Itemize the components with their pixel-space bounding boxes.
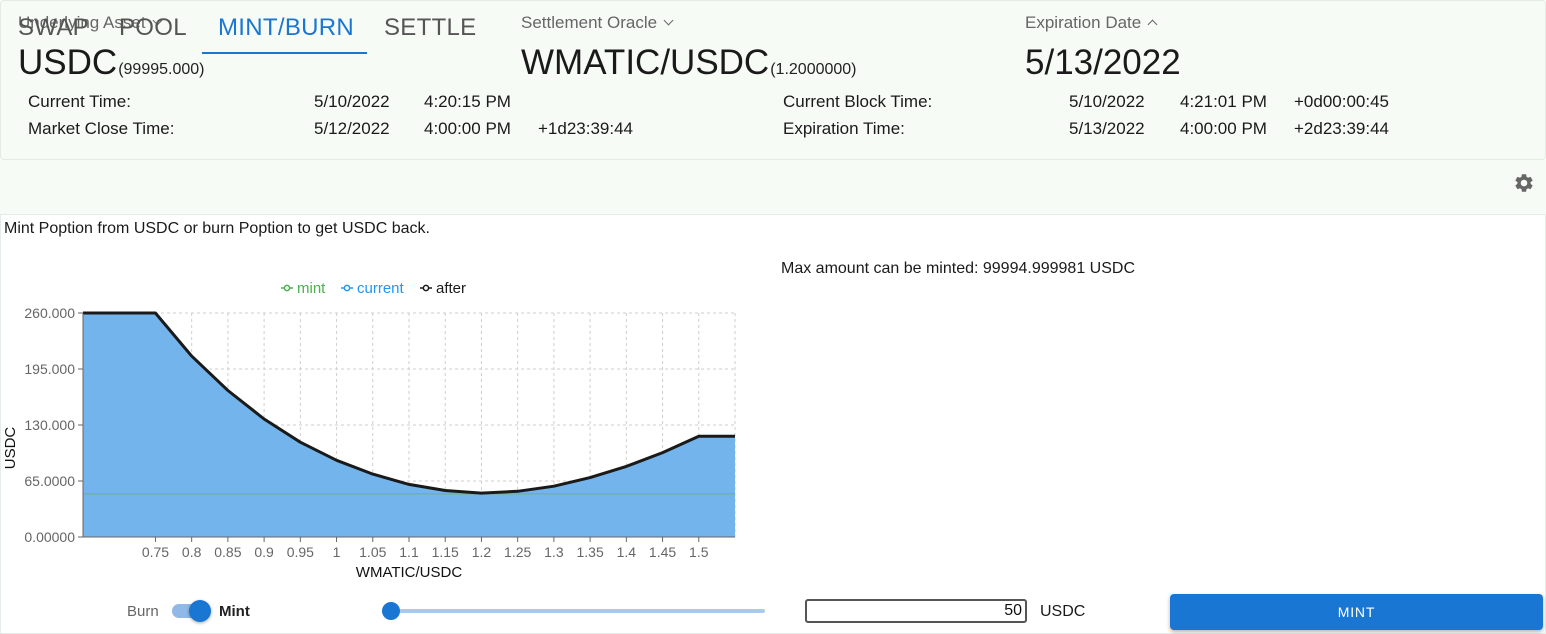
market-close-delta: +1d23:39:44 xyxy=(538,119,634,138)
y-tick-label: 0.00000 xyxy=(24,529,75,545)
tab-settle[interactable]: SETTLE xyxy=(384,14,477,41)
current-time-date: 5/10/2022 xyxy=(314,92,390,111)
current-time-label: Current Time: xyxy=(28,92,131,111)
y-tick-label: 260.000 xyxy=(24,305,75,321)
toggle-thumb xyxy=(189,600,211,622)
expiration-time-time: 4:00:00 PM xyxy=(1180,119,1267,138)
tab-mint-burn[interactable]: MINT/BURN xyxy=(218,14,355,41)
settlement-oracle-selector[interactable]: Settlement Oracle xyxy=(521,13,674,33)
oracle-price: (1.2000000) xyxy=(770,61,857,78)
payoff-chart: 0.00000 65.0000 130.000 195.000 260.000 0.75 0… xyxy=(2,280,736,581)
legend-label-after: after xyxy=(436,280,466,297)
x-tick-label: 0.8 xyxy=(182,544,202,560)
amount-slider[interactable] xyxy=(382,600,767,622)
y-tick-label: 65.0000 xyxy=(24,473,75,489)
chevron-down-icon xyxy=(663,15,674,26)
underlying-asset-symbol: USDC xyxy=(18,43,118,82)
amount-unit: USDC xyxy=(1040,603,1086,620)
burn-label: Burn xyxy=(127,603,159,620)
header-panel xyxy=(0,0,1546,160)
market-close-date: 5/12/2022 xyxy=(314,119,390,138)
x-tick-label: 1.2 xyxy=(472,544,492,560)
legend-marker xyxy=(343,284,351,292)
x-tick-label: 1.15 xyxy=(432,544,459,560)
y-axis-label: USDC xyxy=(2,427,19,470)
mint-description: Mint Poption from USDC or burn Poption t… xyxy=(4,220,430,237)
x-tick-label: 0.75 xyxy=(142,544,169,560)
active-tab-indicator xyxy=(202,52,367,54)
current-block-time: 4:21:01 PM xyxy=(1180,92,1267,111)
expiration-time-delta: +2d23:39:44 xyxy=(1294,119,1390,138)
chart-legend: mint current after xyxy=(281,280,466,297)
underlying-asset-selector[interactable]: Underlying Asset xyxy=(18,13,163,33)
series-after-line xyxy=(83,311,735,495)
amount-input[interactable] xyxy=(805,599,1027,623)
mint-label: Mint xyxy=(219,603,250,620)
current-block-label: Current Block Time: xyxy=(783,92,933,111)
current-block-delta: +0d00:00:45 xyxy=(1294,92,1390,111)
current-block-date: 5/10/2022 xyxy=(1069,92,1145,111)
x-tick-label: 1.1 xyxy=(399,544,419,560)
x-tick-label: 1.5 xyxy=(689,544,709,560)
settlement-oracle-label: Settlement Oracle xyxy=(521,13,658,32)
tab-pool[interactable]: POOL xyxy=(119,14,187,41)
oracle-pair: WMATIC/USDC xyxy=(521,43,770,82)
chart-axes: 0.00000 65.0000 130.000 195.000 260.000 0.75 0… xyxy=(24,305,735,560)
expiration-date-value: 5/13/2022 xyxy=(1025,43,1181,82)
expiration-date-label: Expiration Date xyxy=(1025,13,1142,32)
settlement-oracle-value: WMATIC/USDC(1.2000000) xyxy=(521,43,857,83)
mint-button[interactable]: MINT xyxy=(1170,594,1543,630)
x-tick-label: 0.85 xyxy=(214,544,241,560)
market-close-time: 4:00:00 PM xyxy=(424,119,511,138)
legend-marker xyxy=(283,284,291,292)
slider-rail xyxy=(392,609,765,613)
series-current-area xyxy=(83,313,735,537)
legend-label-mint: mint xyxy=(297,280,326,297)
mint-burn-toggle[interactable] xyxy=(172,600,212,622)
x-tick-label: 1.25 xyxy=(504,544,531,560)
x-tick-label: 1 xyxy=(333,544,341,560)
expiration-time-label: Expiration Time: xyxy=(783,119,905,138)
expiration-time-date: 5/13/2022 xyxy=(1069,119,1145,138)
tab-swap[interactable]: SWAP xyxy=(18,14,89,41)
expiration-date-selector[interactable]: Expiration Date xyxy=(1025,13,1158,33)
slider-thumb[interactable] xyxy=(382,602,400,620)
y-tick-label: 130.000 xyxy=(24,417,75,433)
underlying-asset-value: USDC(99995.000) xyxy=(18,43,204,83)
legend-label-current: current xyxy=(357,280,405,297)
x-tick-label: 1.45 xyxy=(649,544,676,560)
gear-icon[interactable] xyxy=(1513,172,1535,194)
chevron-up-icon xyxy=(1147,19,1158,30)
x-tick-label: 1.05 xyxy=(359,544,386,560)
y-tick-label: 195.000 xyxy=(24,361,75,377)
x-tick-label: 1.4 xyxy=(617,544,637,560)
x-tick-label: 1.35 xyxy=(576,544,603,560)
current-time-time: 4:20:15 PM xyxy=(424,92,511,111)
underlying-asset-label: Underlying Asset xyxy=(18,13,146,32)
x-tick-label: 1.3 xyxy=(544,544,564,560)
max-mint-amount: Max amount can be minted: 99994.999981 U… xyxy=(781,260,1135,277)
x-tick-label: 0.95 xyxy=(287,544,314,560)
tab-bar xyxy=(0,160,1546,215)
x-tick-label: 0.9 xyxy=(254,544,274,560)
market-close-label: Market Close Time: xyxy=(28,119,175,138)
underlying-asset-balance: (99995.000) xyxy=(118,61,205,78)
legend-marker xyxy=(422,284,430,292)
x-axis-label: WMATIC/USDC xyxy=(356,564,463,581)
